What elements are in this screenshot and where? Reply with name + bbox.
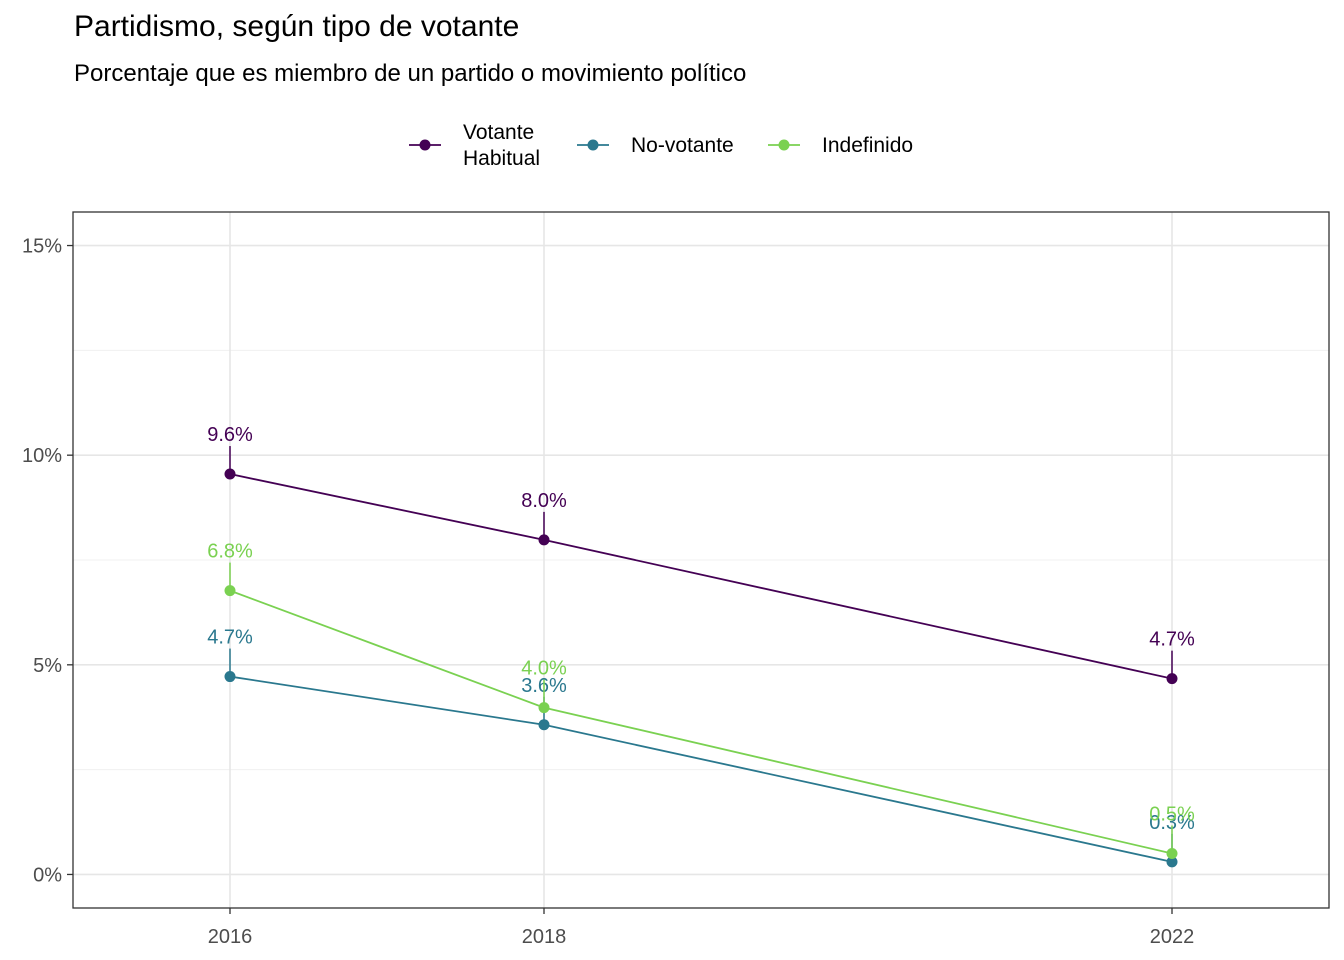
- legend-label: Habitual: [463, 147, 540, 170]
- legend-label: Votante: [463, 121, 534, 144]
- x-tick-label: 2018: [522, 926, 567, 948]
- data-label: 0.5%: [1149, 803, 1195, 825]
- plot-panel-border: [72, 211, 1330, 909]
- data-point: [224, 671, 236, 683]
- legend-key-point: [778, 139, 790, 151]
- data-point: [224, 468, 236, 480]
- data-label: 0.3%: [1149, 812, 1195, 834]
- data-label: 4.7%: [1149, 629, 1195, 651]
- data-point: [538, 719, 550, 731]
- data-point: [538, 702, 550, 714]
- y-tick-label: 5%: [33, 655, 62, 677]
- legend-label: Indefinido: [822, 134, 913, 157]
- data-label: 4.7%: [207, 627, 253, 649]
- data-point: [1166, 856, 1178, 868]
- x-tick-label: 2022: [1150, 926, 1195, 948]
- legend-label: No-votante: [631, 134, 734, 157]
- data-point: [1166, 673, 1178, 685]
- y-tick-label: 10%: [22, 445, 62, 467]
- data-label: 6.8%: [207, 541, 253, 563]
- series-line: [229, 473, 1173, 680]
- data-point: [224, 585, 236, 597]
- data-label: 8.0%: [521, 490, 567, 512]
- x-tick-label: 2016: [208, 926, 253, 948]
- data-label: 9.6%: [207, 424, 253, 446]
- data-point: [538, 534, 550, 546]
- series-line: [229, 589, 1173, 855]
- chart-title: Partidismo, según tipo de votante: [74, 10, 520, 43]
- axes: 0% 5% 10% 15% 2016 2018 2022: [22, 236, 1194, 948]
- legend: Votante Habitual No-votante Indefinido: [409, 121, 913, 170]
- data-point: [1166, 847, 1178, 859]
- y-tick-label: 15%: [22, 236, 62, 258]
- grid-lines: [73, 212, 1329, 908]
- legend-key-point: [419, 139, 431, 151]
- y-tick-label: 0%: [33, 864, 62, 886]
- legend-key-point: [587, 139, 599, 151]
- series-layer: 9.6%8.0%4.7%4.7%3.6%0.3%6.8%4.0%0.5%: [207, 424, 1195, 868]
- chart-subtitle: Porcentaje que es miembro de un partido …: [74, 60, 747, 87]
- data-label: 4.0%: [521, 658, 567, 680]
